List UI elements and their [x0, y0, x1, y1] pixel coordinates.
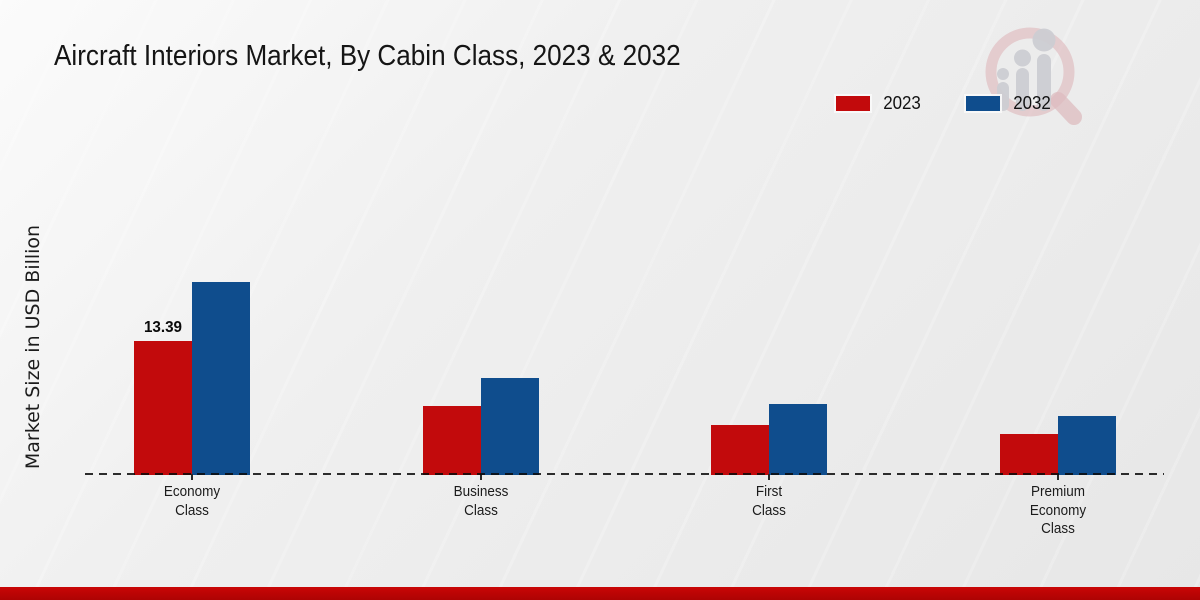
- legend-label-2023: 2023: [883, 93, 921, 113]
- x-axis-tick-first-class: [768, 474, 770, 480]
- legend-swatch-2023: [835, 96, 870, 111]
- x-axis-label-first-class: First Class: [752, 484, 786, 519]
- legend: 2023 2032: [835, 93, 1052, 114]
- magnifier-growth-chart-logo-icon: [985, 27, 1082, 125]
- x-axis-tick-premium-economy-class: [1056, 474, 1059, 480]
- legend-swatch-2032: [965, 96, 1000, 111]
- x-axis-dashed-baseline: [85, 473, 1164, 475]
- bar-2032-economy-class: [192, 282, 250, 475]
- x-axis-tick-business-class: [479, 474, 482, 480]
- footer-accent-bar: [0, 587, 1200, 600]
- chart-title: Aircraft Interiors Market, By Cabin Clas…: [54, 40, 681, 72]
- legend-item-2032: 2032: [965, 93, 1052, 114]
- legend-item-2023: 2023: [835, 93, 922, 114]
- bar-2023-premium-economy-class: [999, 434, 1058, 475]
- x-axis-label-economy-class: Economy Class: [163, 484, 221, 519]
- bar-2032-premium-economy-class: [1057, 416, 1116, 475]
- bar-2023-economy-class: [134, 341, 192, 475]
- bar-2023-business-class: [422, 406, 481, 475]
- bar-2032-first-class: [769, 404, 827, 475]
- x-axis-label-premium-economy-class: Premium Economy Class: [1029, 484, 1086, 537]
- legend-label-2032: 2032: [1013, 93, 1051, 113]
- bar-2032-business-class: [480, 378, 539, 475]
- data-label-2023-economy-class: 13.39: [143, 319, 183, 336]
- x-axis-tick-economy-class: [191, 474, 193, 480]
- x-axis-label-business-class: Business Class: [453, 484, 508, 519]
- bar-2023-first-class: [711, 425, 769, 475]
